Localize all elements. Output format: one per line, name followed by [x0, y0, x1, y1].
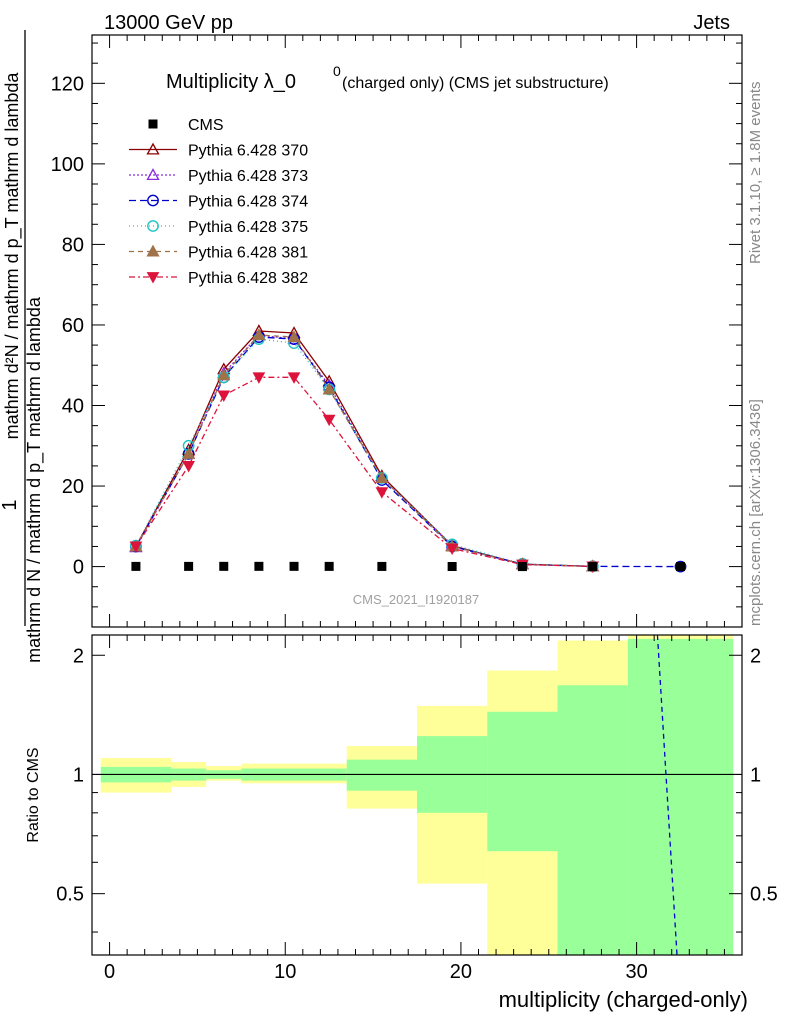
x-tick-label: 30	[625, 961, 647, 983]
header-left: 13000 GeV pp	[104, 12, 233, 34]
y-tick-label: 100	[51, 154, 84, 176]
ratio-panel-frame	[91, 634, 743, 956]
frame-layer	[91, 34, 743, 956]
chart-title-sup: 0	[333, 63, 341, 79]
ratio-inner-band	[487, 711, 558, 852]
legend-label: Pythia 6.428 382	[188, 270, 308, 287]
x-tick-label: 10	[274, 961, 296, 983]
legend-label: Pythia 6.428 370	[188, 143, 308, 160]
ratio-y-tick-label: 2	[73, 645, 84, 667]
chart-title: Multiplicity λ_0 0(charged only) (CMS jet…	[166, 63, 609, 93]
data-point-pythia-6-428-382	[182, 461, 195, 473]
data-point-cms	[324, 561, 334, 571]
data-point-pythia-6-428-381	[287, 330, 301, 343]
analysis-watermark: CMS_2021_I1920187	[353, 592, 480, 607]
series-line-pythia-6-428-381	[135, 334, 593, 568]
series-line-pythia-6-428-374	[135, 336, 681, 568]
data-point-cms	[676, 562, 686, 572]
x-tick-label: 0	[104, 961, 115, 983]
data-point-pythia-6-428-381	[217, 368, 231, 381]
data-point-cms	[588, 562, 598, 572]
data-point-pythia-6-428-382	[129, 541, 143, 553]
legend-label: Pythia 6.428 381	[188, 245, 308, 262]
data-point-pythia-6-428-382	[375, 487, 389, 499]
y-tick-label: 20	[62, 476, 84, 498]
y-label-one: 1	[0, 499, 21, 510]
legend-marker-pythia-6-428-370	[146, 142, 160, 155]
legend-label: Pythia 6.428 374	[188, 194, 308, 211]
data-point-pythia-6-428-382	[217, 390, 231, 402]
legend-label: Pythia 6.428 373	[188, 168, 308, 185]
data-point-pythia-6-428-381	[375, 471, 389, 484]
data-point-cms	[517, 562, 527, 572]
chart-title-suffix: (charged only) (CMS jet substructure)	[342, 75, 609, 92]
y-label-denominator: mathrm d N / mathrm d p_T mathrm d lambd…	[24, 296, 45, 663]
ratio-y-tick-label-right: 0.5	[750, 884, 778, 906]
ratio-inner-band	[346, 759, 417, 791]
data-point-cms	[377, 561, 387, 571]
y-label-numerator: mathrm d²N / mathrm d p_T mathrm d lambd…	[2, 72, 23, 440]
data-point-pythia-6-428-382	[322, 414, 336, 427]
data-layer	[129, 324, 687, 956]
data-point-pythia-6-428-381	[252, 328, 266, 341]
series-line-pythia-6-428-382	[135, 376, 593, 568]
legend-label: CMS	[188, 117, 224, 134]
y-tick-label: 120	[51, 73, 84, 95]
ratio-y-tick-label-right: 2	[750, 645, 761, 667]
legend-marker-pythia-6-428-381	[146, 244, 160, 257]
legend-marker-pythia-6-428-382	[146, 272, 160, 284]
chart-title-main: Multiplicity λ_0	[166, 71, 296, 93]
y-tick-label: 80	[62, 234, 84, 256]
ratio-y-tick-label: 1	[73, 764, 84, 786]
series-line-pythia-6-428-373	[135, 334, 593, 568]
ratio-inner-band	[557, 685, 628, 955]
rivet-version-label: Rivet 3.1.10, ≥ 1.8M events	[747, 82, 764, 265]
data-point-cms	[131, 561, 141, 571]
legend-marker-cms	[148, 119, 158, 129]
main-panel-frame	[91, 34, 743, 628]
data-point-cms	[289, 561, 299, 571]
data-point-pythia-6-428-381	[182, 446, 196, 459]
data-point-cms	[219, 561, 229, 571]
data-point-pythia-6-428-382	[252, 372, 266, 384]
data-point-cms	[184, 561, 194, 571]
legend-label: Pythia 6.428 375	[188, 219, 308, 236]
ratio-band-layer	[92, 635, 742, 955]
x-axis-label: multiplicity (charged-only)	[499, 987, 748, 1012]
ratio-y-label: Ratio to CMS	[25, 747, 42, 842]
header-right: Jets	[693, 12, 730, 34]
y-tick-label: 0	[73, 557, 84, 579]
data-point-pythia-6-428-382	[287, 372, 301, 384]
y-tick-label: 60	[62, 315, 84, 337]
ratio-y-tick-label-right: 1	[750, 764, 761, 786]
series-line-pythia-6-428-375	[135, 338, 593, 568]
ratio-inner-band	[627, 638, 734, 955]
x-tick-label: 20	[450, 961, 472, 983]
mcplots-label: mcplots.cern.ch [arXiv:1306.3436]	[747, 399, 764, 626]
ratio-y-tick-label: 0.5	[56, 884, 84, 906]
legend-marker-pythia-6-428-375	[147, 220, 159, 232]
data-point-pythia-6-428-374	[674, 560, 687, 573]
data-point-pythia-6-428-382	[445, 543, 459, 555]
main-y-label: 1 mathrm d²N / mathrm d p_T mathrm d lamb…	[0, 30, 45, 663]
data-point-cms	[447, 562, 457, 572]
legend-marker-pythia-6-428-374	[147, 194, 159, 207]
data-point-cms	[254, 561, 264, 571]
y-tick-label: 40	[62, 396, 84, 418]
data-point-pythia-6-428-381	[322, 382, 336, 395]
legend-marker-pythia-6-428-373	[146, 168, 160, 181]
